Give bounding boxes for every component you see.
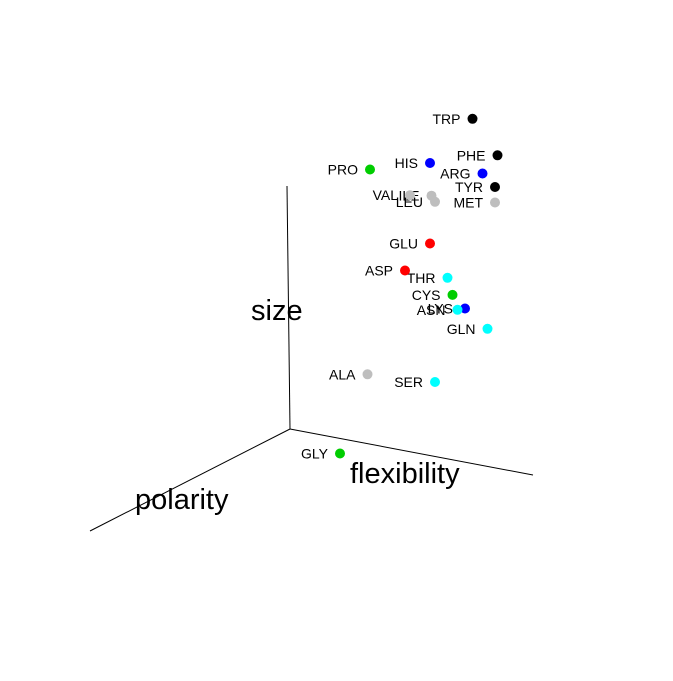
- point-label: VAL: [373, 187, 399, 203]
- point-marker: [447, 289, 458, 300]
- point-marker: [426, 190, 437, 201]
- point-label: GLY: [301, 446, 329, 462]
- point-label: HIS: [395, 155, 418, 171]
- point-marker: [490, 197, 500, 208]
- point-marker: [460, 303, 470, 314]
- point-label: MET: [453, 195, 483, 211]
- point-label: LYS: [428, 301, 453, 317]
- point-label: SER: [394, 374, 423, 390]
- z-axis-line: [286, 185, 291, 430]
- point-pro: PRO: [328, 162, 375, 178]
- point-glu: GLU: [389, 236, 435, 252]
- point-marker: [467, 113, 478, 124]
- point-label: TRP: [433, 111, 461, 127]
- point-arg: ARG: [440, 166, 488, 182]
- point-marker: [425, 158, 435, 168]
- point-label: LEU: [396, 194, 423, 210]
- data-points: TRPTYRARGPHEMETHISGLNLEUILELYSGLUVALASNC…: [301, 111, 503, 462]
- point-met: MET: [453, 195, 500, 211]
- point-marker: [430, 377, 440, 387]
- x-axis-line: [89, 428, 291, 532]
- point-label: THR: [407, 270, 436, 286]
- point-label: ASP: [365, 263, 393, 279]
- point-marker: [335, 448, 345, 459]
- x-axis-label: polarity: [135, 484, 229, 516]
- y-axis-label: flexibility: [350, 458, 460, 490]
- point-label: ASN: [417, 302, 446, 318]
- point-thr: THR: [407, 270, 453, 286]
- point-val: VAL: [373, 187, 415, 203]
- point-label: ARG: [440, 166, 470, 182]
- point-marker: [365, 164, 375, 175]
- point-gly: GLY: [301, 446, 345, 462]
- point-marker: [362, 369, 373, 380]
- point-marker: [452, 304, 463, 315]
- point-marker: [477, 168, 488, 179]
- point-asp: ASP: [365, 263, 410, 279]
- point-asn: ASN: [417, 302, 463, 318]
- z-axis-label: size: [251, 295, 303, 327]
- point-cys: CYS: [412, 287, 458, 303]
- point-marker: [425, 238, 435, 249]
- point-ala: ALA: [329, 366, 373, 382]
- point-lys: LYS: [428, 301, 470, 317]
- point-his: HIS: [395, 155, 435, 171]
- point-label: CYS: [412, 287, 441, 303]
- point-label: PHE: [457, 147, 486, 163]
- y-axis-line: [289, 428, 534, 476]
- point-tyr: TYR: [455, 179, 500, 195]
- point-label: PRO: [328, 162, 358, 178]
- point-trp: TRP: [433, 111, 478, 127]
- point-marker: [490, 182, 500, 192]
- point-label: GLU: [389, 236, 418, 252]
- point-marker: [442, 272, 453, 283]
- point-gln: GLN: [447, 321, 493, 337]
- point-marker: [400, 265, 410, 276]
- point-ser: SER: [394, 374, 440, 390]
- point-label: ALA: [329, 366, 356, 382]
- point-phe: PHE: [457, 147, 503, 163]
- point-marker: [482, 323, 493, 334]
- point-marker: [405, 190, 415, 201]
- point-label: GLN: [447, 321, 476, 337]
- point-label: TYR: [455, 179, 483, 195]
- point-marker: [492, 150, 503, 161]
